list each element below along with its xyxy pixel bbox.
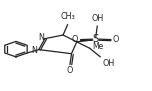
Text: S: S <box>93 34 99 44</box>
Text: CH₃: CH₃ <box>61 12 76 21</box>
Text: O: O <box>67 66 73 75</box>
Text: OH: OH <box>103 59 115 68</box>
Text: N: N <box>32 46 38 55</box>
Text: OH: OH <box>92 14 104 23</box>
Text: O: O <box>112 35 119 44</box>
Text: O: O <box>72 35 78 44</box>
Text: N: N <box>38 33 44 42</box>
Text: Me: Me <box>92 42 103 51</box>
